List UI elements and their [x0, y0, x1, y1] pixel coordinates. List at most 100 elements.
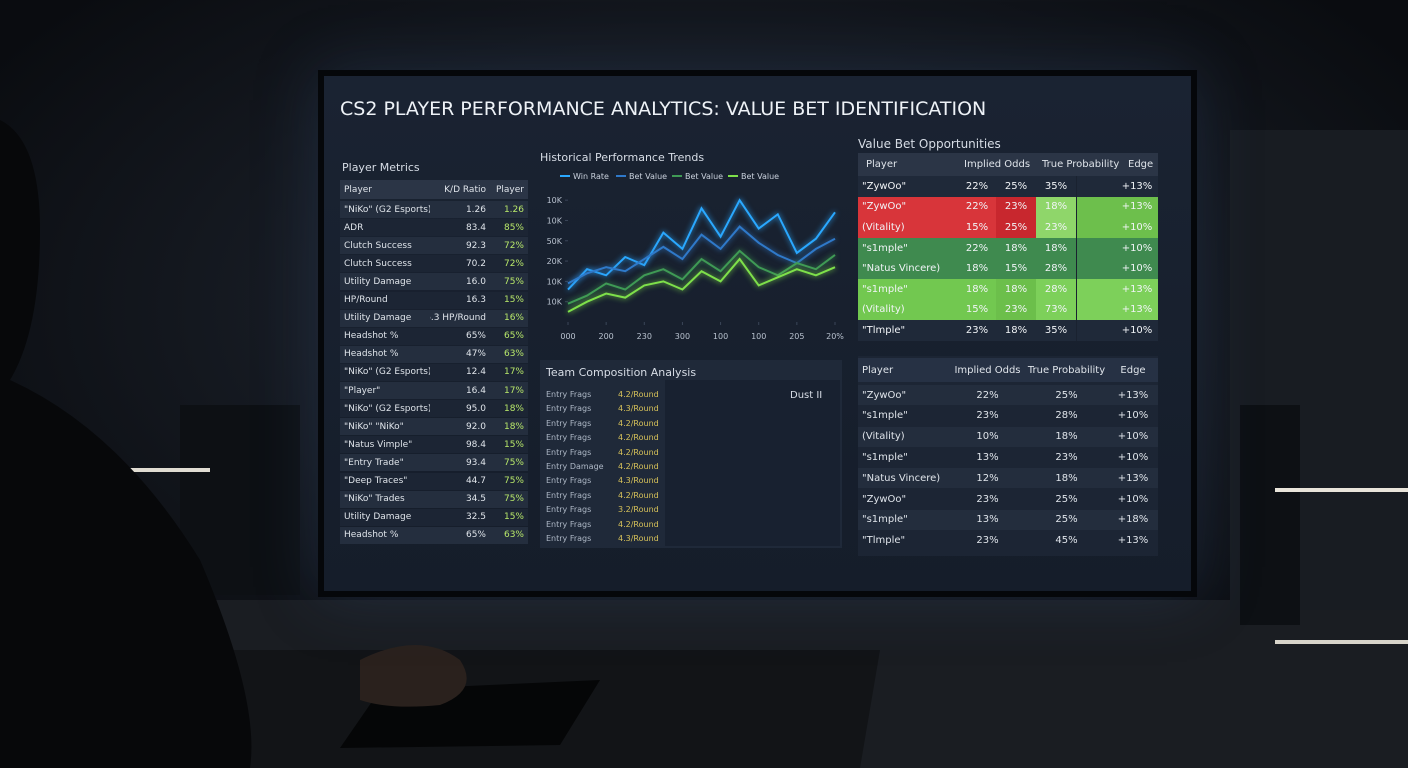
column-header: Player [858, 358, 950, 382]
table-cell: "Natus Vimple" [344, 439, 413, 450]
table-cell: Clutch Success [344, 240, 412, 251]
table-cell: 18% [1025, 468, 1108, 489]
table-cell: 23% [996, 299, 1036, 321]
table-cell: 4.2/Round [618, 519, 659, 529]
column-header: Edge [1108, 358, 1158, 382]
table-cell: "NiKo" Trades [344, 494, 405, 505]
table-cell: 22% [958, 196, 996, 218]
table-cell: "ZywOo" [858, 176, 958, 197]
table-cell: "ZywOo" [858, 489, 950, 509]
table-cell: Entry Frags [546, 447, 592, 457]
column-header: Player [866, 159, 898, 170]
table-cell: Headshot % [344, 530, 399, 541]
table-cell: "ZywOo" [858, 196, 958, 218]
table-cell: (Vitality) [858, 426, 950, 447]
table-cell: "NiKo" (G2 Esports) [344, 204, 430, 215]
table-cell: (Vitality) [858, 217, 958, 238]
table-cell: 47% [465, 349, 486, 360]
table-cell: Entry Frags [546, 519, 592, 529]
table-cell: 70.2 [465, 258, 486, 269]
table-cell: 23% [950, 530, 1025, 551]
hand [360, 645, 467, 707]
table-cell: 18% [503, 403, 524, 414]
table-cell: Entry Frags [546, 490, 592, 500]
table-row [340, 436, 528, 454]
table-cell: HP/Round [344, 295, 388, 305]
table-cell: 4.2/Round [618, 433, 659, 443]
table-cell: Entry Damage [546, 462, 604, 471]
table-row [340, 490, 528, 508]
table-cell: 18% [958, 279, 996, 300]
table-cell: +13% [1108, 468, 1158, 489]
table-cell: 13% [950, 509, 1025, 530]
table-cell: 18% [1036, 237, 1076, 259]
table-row [340, 508, 528, 526]
table-cell: 16% [503, 313, 524, 324]
blank-cell [1076, 176, 1116, 197]
table-cell: +13% [1116, 176, 1158, 197]
table-cell: 15% [958, 217, 996, 238]
table-cell: 4.2/Round [618, 462, 659, 471]
table-row [340, 418, 528, 436]
table-cell: 22% [958, 176, 996, 197]
table-cell: 15% [503, 295, 524, 305]
table-cell: +10% [1108, 426, 1158, 447]
table-row [340, 309, 528, 327]
table-row [340, 273, 528, 291]
table-cell: 25% [996, 176, 1036, 197]
table-cell: 4.3/Round [618, 404, 659, 414]
table-row [340, 237, 528, 255]
table-cell: Entry Frags [546, 505, 592, 515]
blank-cell [1076, 279, 1116, 300]
table-cell: +10% [1108, 489, 1158, 509]
table-cell: 75% [503, 476, 524, 486]
table-cell: "Tlmple" [858, 320, 958, 341]
table-cell: +10% [1116, 320, 1158, 341]
table-cell: 22% [950, 385, 1025, 405]
table-row [340, 472, 528, 490]
table-cell: +13% [1116, 196, 1158, 218]
table-cell: 35% [1036, 176, 1076, 197]
table-cell: "NiKo" (G2 Esports) [344, 403, 430, 414]
table-cell: 16.3 [465, 295, 486, 305]
table-row [340, 526, 528, 544]
table-cell: 15% [503, 439, 524, 450]
table-cell: 35% [1036, 320, 1076, 341]
right-rack [1240, 405, 1300, 625]
dashboard-title: CS2 PLAYER PERFORMANCE ANALYTICS: VALUE … [340, 98, 987, 120]
table-cell: Utility Damage [344, 313, 412, 324]
blank-cell [1076, 237, 1116, 259]
table-cell: 28% [1036, 279, 1076, 300]
table-cell: Headshot % [344, 349, 399, 360]
table-cell: "Entry Trade" [344, 457, 404, 468]
table-cell: Entry Frags [546, 534, 592, 543]
table-cell: 23% [950, 489, 1025, 509]
table-cell: 22% [958, 237, 996, 259]
table-cell: 28% [1025, 405, 1108, 426]
table-cell: Clutch Success [344, 258, 412, 269]
panel-title: Value Bet Opportunities [858, 137, 1001, 151]
table-cell: 12% [950, 468, 1025, 489]
table-cell: 12.4 [465, 367, 486, 378]
table-cell: 73% [1036, 299, 1076, 321]
table-row [340, 454, 528, 472]
table-cell: +18% [1108, 509, 1158, 530]
table-cell: 4.2/Round [618, 418, 659, 428]
table-row [340, 291, 528, 309]
table-row [340, 363, 528, 381]
table-cell: 25% [996, 217, 1036, 238]
table-cell: "NiKo" (G2 Esports) [344, 367, 430, 378]
table-cell: 18% [1036, 196, 1076, 218]
table-cell: "s1mple" [858, 405, 950, 426]
table-cell: 16.4 [465, 385, 486, 396]
left-light-strip [110, 468, 210, 472]
right-light-strip [1275, 488, 1408, 492]
table-cell: +10% [1116, 258, 1158, 279]
table-cell: 10% [950, 426, 1025, 447]
table-cell: +10% [1116, 217, 1158, 238]
table-cell: 83.4 [465, 222, 486, 233]
table-cell: 4.2/Round [618, 390, 659, 399]
table-cell: "Natus Vincere) [858, 468, 950, 489]
table-cell: 13% [950, 447, 1025, 468]
